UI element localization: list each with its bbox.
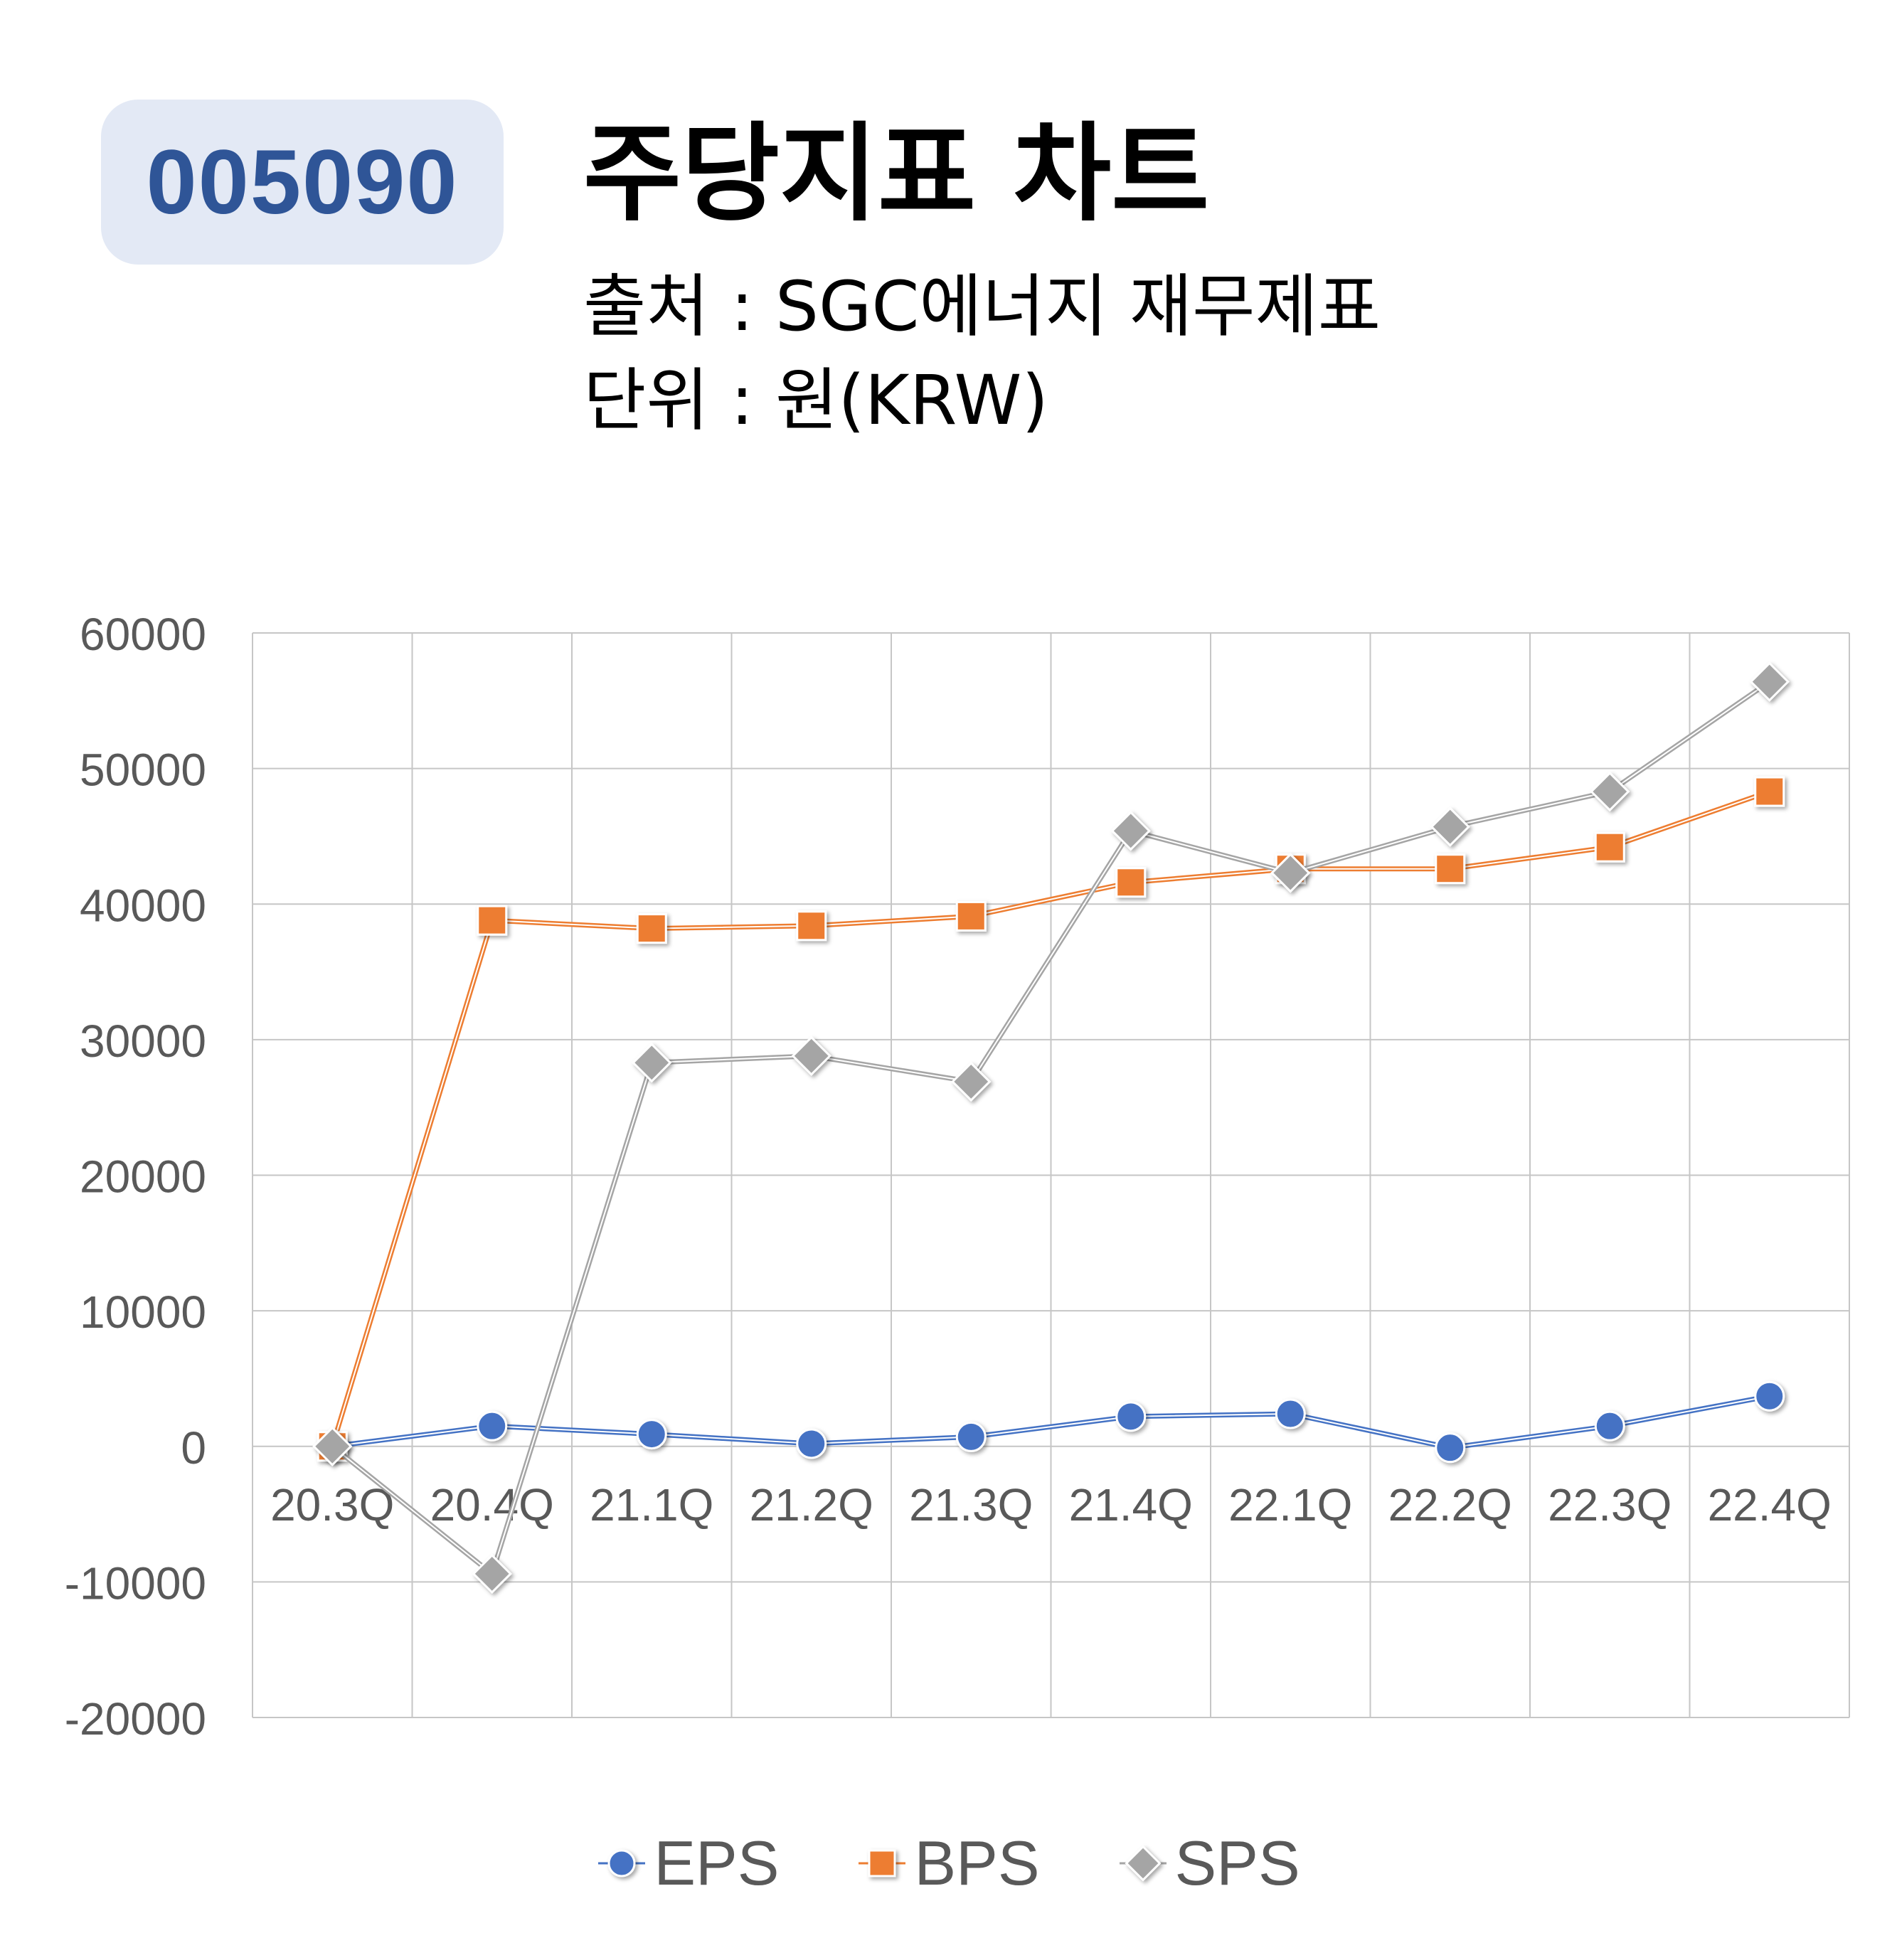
legend-item-bps: BPS	[857, 1827, 1040, 1900]
bps-point-2	[636, 913, 667, 944]
y-tick-label: 40000	[80, 880, 206, 931]
bps-point-1	[477, 905, 508, 936]
chart-title: 주당지표 차트	[583, 112, 1210, 236]
eps-point-9	[1754, 1380, 1785, 1412]
eps-point-5	[1115, 1401, 1147, 1432]
sps-point-9	[1749, 661, 1790, 702]
x-tick-label: 22.3Q	[1548, 1479, 1672, 1530]
y-tick-label: 0	[181, 1422, 206, 1474]
source-line: 출처 : SGC에너지 재무제표	[583, 267, 1381, 346]
sps-line-core	[331, 681, 1770, 1575]
stock-code: 005090	[146, 131, 459, 233]
series-sps	[312, 661, 1790, 1594]
bps-point-7	[1435, 853, 1466, 885]
bps-point-9	[1754, 776, 1785, 807]
bps-line-core	[331, 791, 1770, 1447]
y-tick-label: -10000	[65, 1557, 206, 1609]
y-tick-label: 30000	[80, 1016, 206, 1067]
legend-marker-sps	[1119, 1845, 1167, 1882]
sps-point-6	[1270, 853, 1311, 893]
legend-label: EPS	[654, 1828, 780, 1898]
x-tick-label: 21.3Q	[909, 1479, 1033, 1530]
bps-point-5	[1115, 867, 1147, 898]
sps-point-2	[632, 1043, 672, 1083]
eps-point-6	[1275, 1398, 1306, 1429]
sps-point-8	[1590, 771, 1630, 812]
x-tick-label: 22.4Q	[1708, 1479, 1832, 1530]
y-tick-label: 60000	[80, 609, 206, 660]
x-tick-label: 22.1Q	[1228, 1479, 1352, 1530]
legend-item-sps: SPS	[1118, 1827, 1300, 1900]
sps-point-0	[312, 1426, 353, 1466]
legend: EPS BPS SPS	[0, 1824, 1897, 1902]
bps-point-4	[955, 900, 987, 932]
sps-point-7	[1430, 806, 1470, 847]
unit-line: 단위 : 원(KRW)	[583, 361, 1048, 440]
x-tick-label: 21.1Q	[590, 1479, 713, 1530]
y-tick-label: 50000	[80, 745, 206, 796]
sps-point-1	[472, 1553, 512, 1594]
y-tick-label: 10000	[80, 1287, 206, 1338]
y-tick-label: 20000	[80, 1151, 206, 1203]
eps-point-4	[955, 1421, 987, 1452]
legend-marker-eps	[598, 1849, 646, 1878]
y-tick-label: -20000	[65, 1693, 206, 1745]
legend-item-eps: EPS	[597, 1827, 779, 1900]
eps-point-2	[636, 1419, 667, 1450]
x-tick-label: 22.2Q	[1388, 1479, 1512, 1530]
eps-line-core	[332, 1395, 1770, 1449]
eps-point-1	[477, 1410, 508, 1442]
bps-point-3	[796, 910, 827, 942]
sps-point-4	[951, 1061, 992, 1102]
x-tick-label: 21.2Q	[750, 1479, 873, 1530]
legend-marker-bps	[859, 1849, 906, 1878]
grid	[252, 632, 1850, 1718]
stock-code-badge: 005090	[101, 100, 504, 265]
axis-labels: 60000 50000 40000 30000 20000 10000 0 -10000 -20…	[65, 609, 1832, 1745]
eps-point-3	[796, 1428, 827, 1459]
x-tick-label: 20.3Q	[270, 1479, 394, 1530]
x-tick-label: 20.4Q	[430, 1479, 554, 1530]
series	[312, 661, 1790, 1594]
sps-point-3	[791, 1035, 831, 1076]
sps-point-5	[1110, 811, 1151, 851]
bps-point-8	[1594, 831, 1625, 863]
legend-label: SPS	[1174, 1828, 1300, 1898]
eps-point-7	[1435, 1432, 1466, 1464]
x-tick-label: 21.4Q	[1069, 1479, 1193, 1530]
eps-point-8	[1594, 1410, 1625, 1442]
legend-label: BPS	[914, 1828, 1040, 1898]
